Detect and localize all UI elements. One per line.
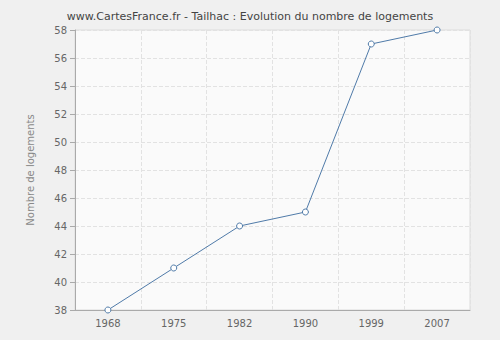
svg-text:54: 54: [54, 81, 67, 92]
svg-text:56: 56: [54, 53, 67, 64]
svg-text:38: 38: [54, 305, 67, 316]
svg-text:1999: 1999: [359, 318, 384, 329]
svg-text:48: 48: [54, 165, 67, 176]
svg-text:52: 52: [54, 109, 67, 120]
svg-text:46: 46: [54, 193, 67, 204]
svg-text:1990: 1990: [293, 318, 318, 329]
svg-text:www.CartesFrance.fr - Tailhac: www.CartesFrance.fr - Tailhac : Evolutio…: [67, 10, 434, 23]
svg-text:58: 58: [54, 25, 67, 36]
svg-text:Nombre de logements: Nombre de logements: [25, 114, 36, 225]
svg-text:50: 50: [54, 137, 67, 148]
svg-text:1982: 1982: [227, 318, 252, 329]
svg-text:1968: 1968: [95, 318, 120, 329]
svg-text:2007: 2007: [424, 318, 449, 329]
svg-text:44: 44: [54, 221, 67, 232]
svg-text:40: 40: [54, 277, 67, 288]
svg-text:1975: 1975: [161, 318, 186, 329]
svg-text:42: 42: [54, 249, 67, 260]
